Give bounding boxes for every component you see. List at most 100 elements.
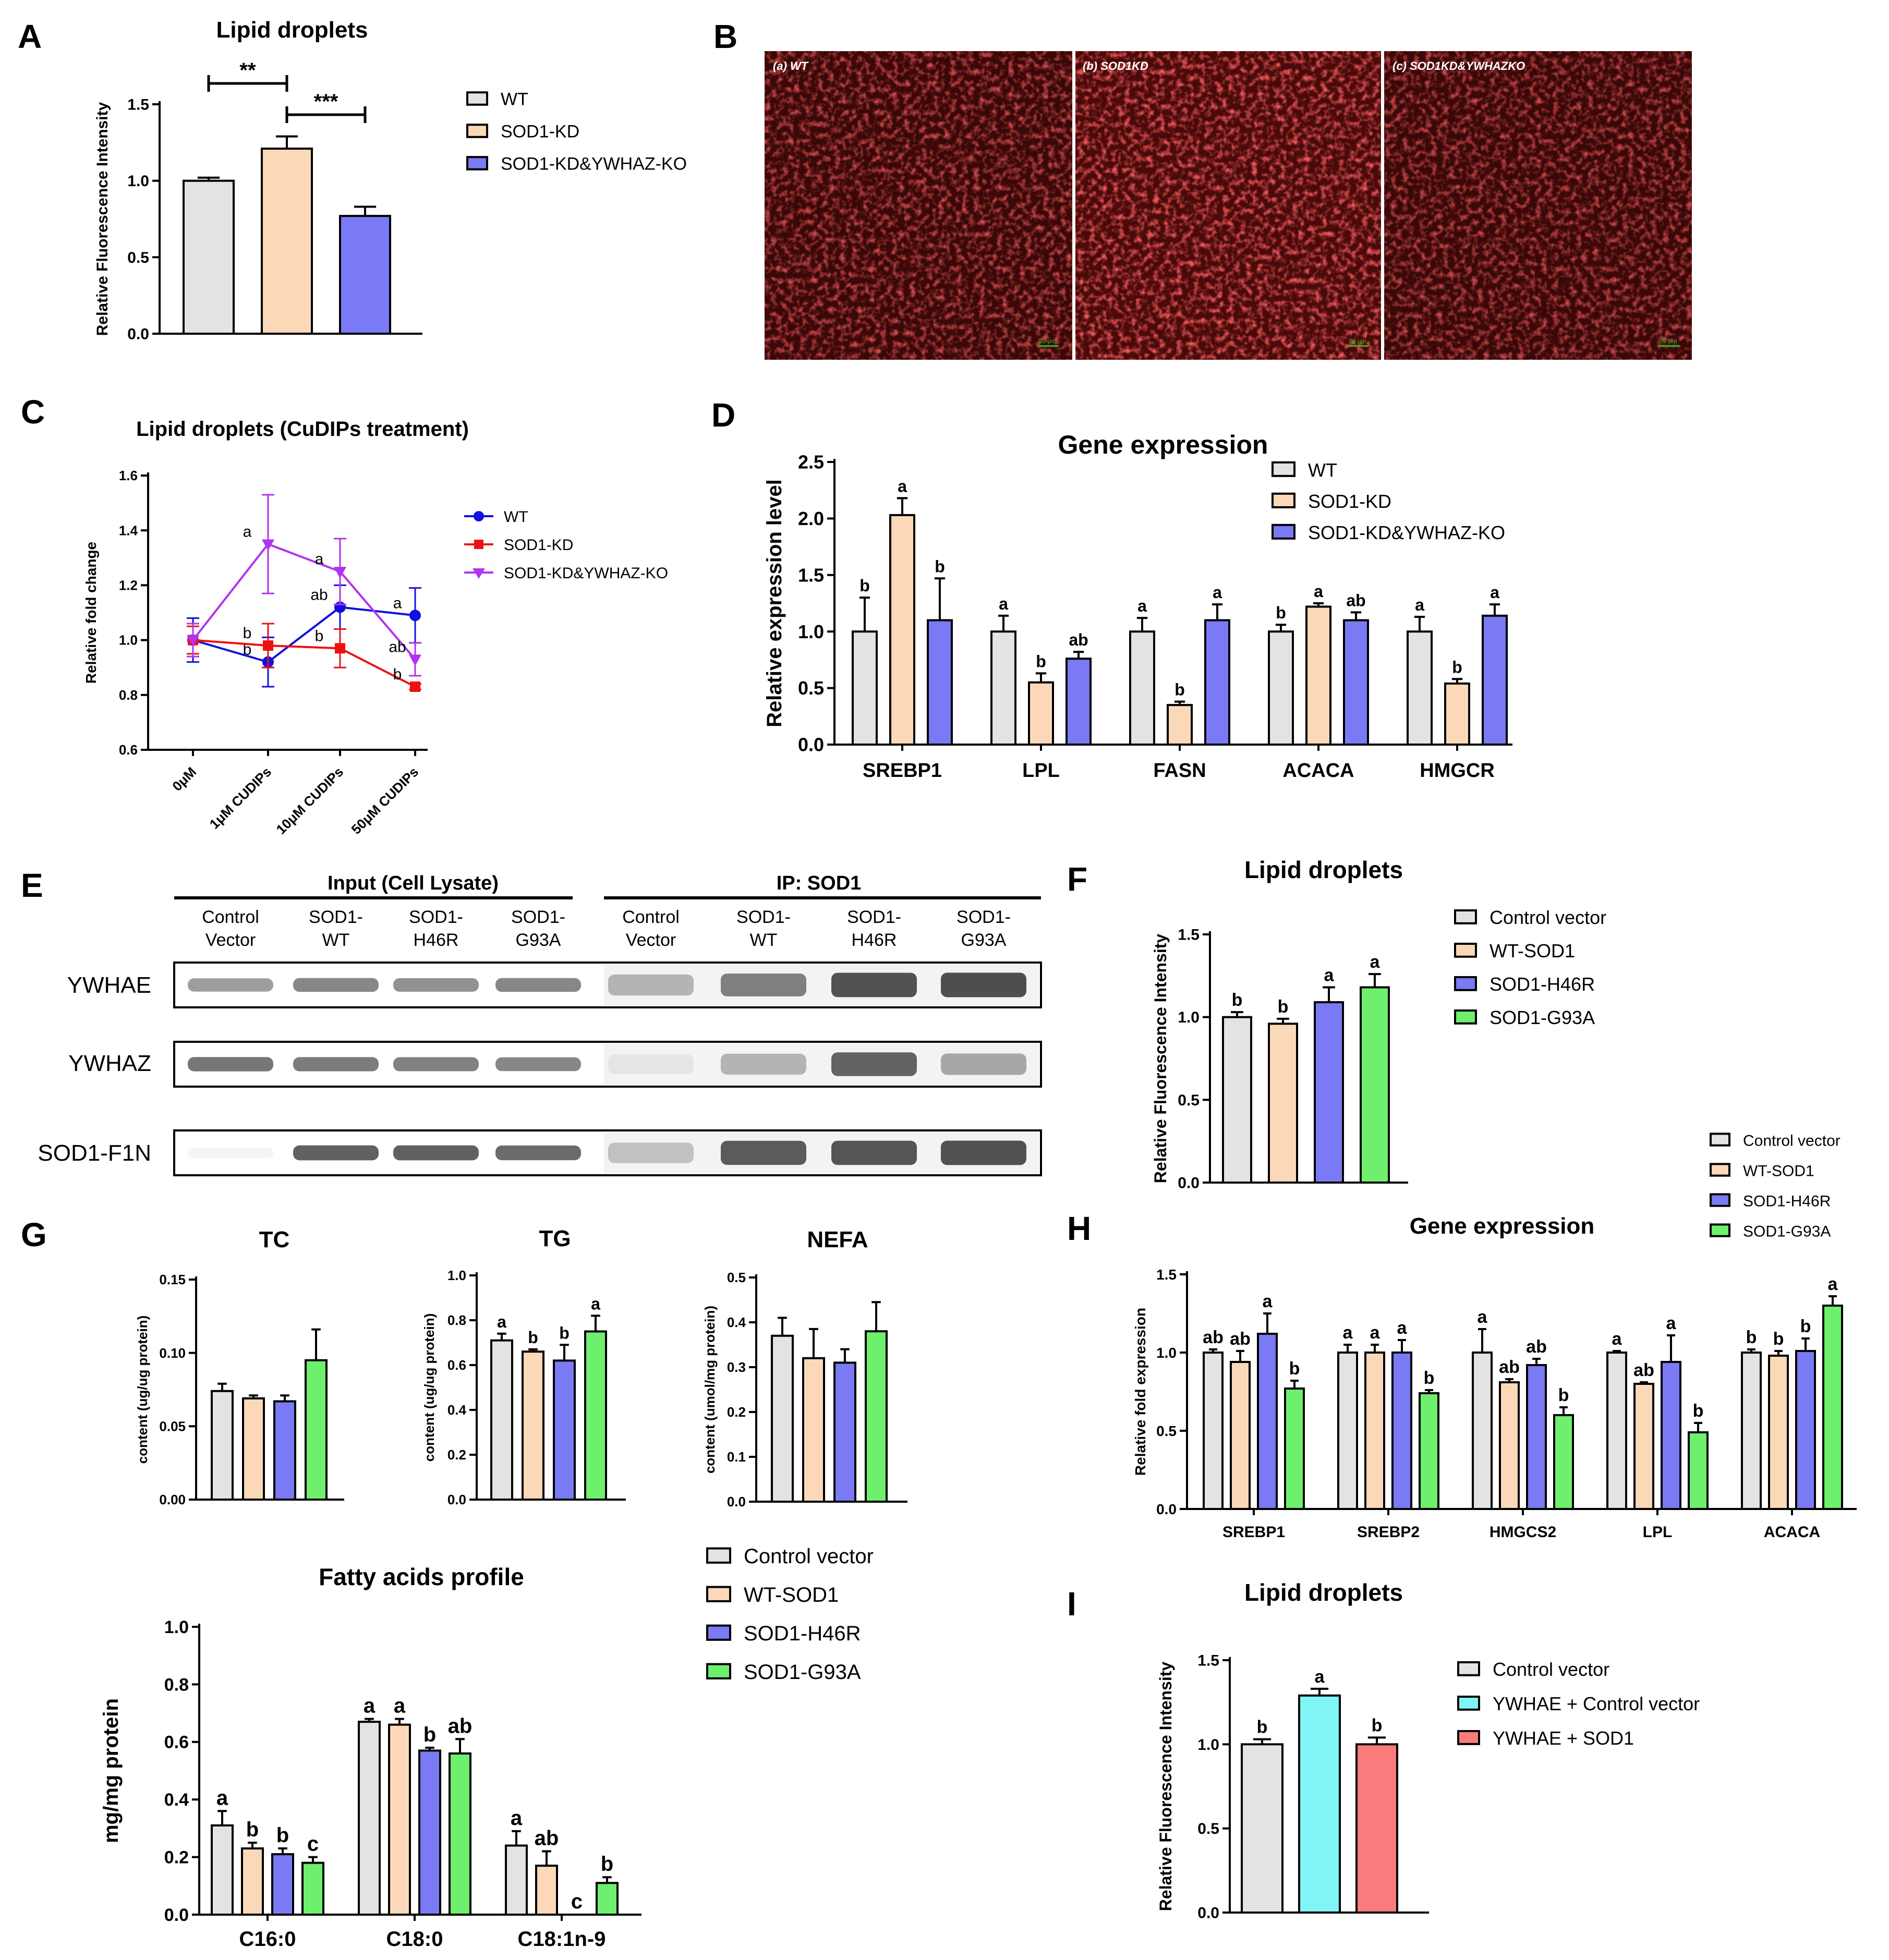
significance-letter: a xyxy=(999,594,1008,613)
legend-swatch xyxy=(706,1586,731,1602)
significance-letter: c xyxy=(307,1833,319,1856)
significance-letter: b xyxy=(423,1723,436,1746)
scale-bar-label: 20 μm xyxy=(1039,337,1057,345)
y-tick-label: 0.1 xyxy=(727,1449,746,1465)
significance-letter: ab xyxy=(535,1827,559,1850)
bar xyxy=(1633,1383,1654,1510)
bar xyxy=(990,630,1016,746)
bar xyxy=(1553,1414,1574,1510)
bar xyxy=(1222,1016,1252,1184)
y-tick-label: 0.4 xyxy=(164,1790,189,1810)
significance-letter: b xyxy=(246,1818,259,1841)
lane-label: WT xyxy=(750,930,778,950)
y-tick-label: 0.6 xyxy=(447,1357,466,1373)
y-tick-label: 1.0 xyxy=(1156,1345,1177,1361)
chart-g-tg: 0.0 0.2 0.4 0.6 0.8 1.0 content (ug/ug protein… xyxy=(421,1226,626,1507)
bar xyxy=(1768,1355,1789,1510)
significance-stars: *** xyxy=(314,90,338,113)
blot-row-label: YWHAZ xyxy=(68,1051,151,1076)
scale-bar xyxy=(1348,345,1369,347)
significance-letter: a xyxy=(1370,952,1381,972)
scale-bar xyxy=(1658,345,1679,347)
legend-swatch xyxy=(466,91,488,106)
legend-swatch xyxy=(1454,909,1477,924)
significance-letter: b xyxy=(315,627,324,644)
blot-band xyxy=(608,974,694,996)
chart-title: Lipid droplets xyxy=(1244,856,1403,883)
bar xyxy=(852,630,878,746)
bar xyxy=(927,619,953,746)
significance-letter: a xyxy=(1666,1313,1677,1333)
blot-band xyxy=(188,978,273,992)
bar xyxy=(1284,1387,1305,1510)
bar xyxy=(1444,682,1470,746)
bar xyxy=(522,1350,544,1501)
blot-band xyxy=(293,978,379,992)
x-tick-label: C18:1n-9 xyxy=(518,1928,606,1951)
bar xyxy=(490,1339,513,1501)
y-tick-label: 0.3 xyxy=(727,1359,746,1375)
panel-letter-d: D xyxy=(711,396,735,434)
legend-swatch xyxy=(1272,461,1295,477)
legend-swatch xyxy=(706,1547,731,1564)
legend-label: SOD1-H46R xyxy=(1490,973,1595,995)
bar xyxy=(1482,614,1508,746)
bar xyxy=(1314,1001,1344,1184)
bar xyxy=(1203,1352,1224,1510)
bar xyxy=(889,514,915,746)
bar xyxy=(802,1357,825,1503)
significance-letter: a xyxy=(1343,1323,1353,1343)
blot-band xyxy=(608,1054,694,1074)
bar xyxy=(305,1359,328,1501)
lane-label: SOD1- xyxy=(956,907,1011,927)
bar xyxy=(1343,619,1369,746)
micrograph-label: (c) SOD1KD&YWHAZKO xyxy=(1392,59,1525,72)
bar xyxy=(865,1330,888,1503)
y-tick-label: 0.15 xyxy=(159,1272,186,1287)
significance-letter: b xyxy=(935,557,945,576)
bar xyxy=(211,1390,234,1501)
blot-ip-background xyxy=(604,1044,1039,1085)
significance-letter: a xyxy=(1478,1307,1488,1327)
chart-title: NEFA xyxy=(807,1227,868,1252)
chart-title: Gene expression xyxy=(1058,430,1268,459)
y-tick-label: 1.6 xyxy=(119,468,138,483)
blot-band xyxy=(188,1057,273,1072)
y-tick-label: 1.4 xyxy=(119,522,138,538)
data-point xyxy=(409,610,421,622)
y-axis-label: Relative Fluorescence Intensity xyxy=(1156,1662,1175,1912)
significance-letter: b xyxy=(1278,997,1289,1017)
y-tick-label: 0.05 xyxy=(159,1418,186,1434)
bar xyxy=(1472,1352,1493,1510)
chart-i-lipid-droplets: 0.0 0.5 1.0 1.5 Relative Fluorescence Intens… xyxy=(1156,1579,1700,1922)
significance-letter: b xyxy=(1372,1715,1383,1735)
bar xyxy=(1129,630,1155,746)
y-tick-label: 1.5 xyxy=(1156,1267,1177,1283)
legend-label: SOD1-H46R xyxy=(1743,1193,1831,1210)
lane-label: Control xyxy=(202,907,259,927)
legend-label: Control vector xyxy=(1490,907,1606,928)
scale-bar-label: 20 μm xyxy=(1349,337,1366,345)
bar xyxy=(1795,1350,1816,1510)
legend-label: WT-SOD1 xyxy=(1743,1163,1814,1180)
significance-letter: a xyxy=(216,1786,228,1809)
bar xyxy=(1241,1743,1283,1914)
y-tick-label: 0.6 xyxy=(164,1733,189,1752)
legend-swatch xyxy=(1710,1193,1730,1207)
blot-band xyxy=(941,972,1026,997)
data-point xyxy=(262,539,274,551)
panel-letter-f: F xyxy=(1067,860,1087,898)
significance-letter: a xyxy=(394,1695,406,1718)
western-blot-panel: Input (Cell Lysate) IP: SOD1 Control Vector… xyxy=(38,872,1042,1176)
y-tick-label: 2.5 xyxy=(798,452,824,473)
bar xyxy=(211,1824,234,1916)
micrograph-sod1kd-ywhazko: (c) SOD1KD&YWHAZKO 20 μm xyxy=(1384,51,1692,360)
panel-letter-e: E xyxy=(21,867,43,904)
chart-title: Fatty acids profile xyxy=(319,1563,524,1590)
significance-letter: a xyxy=(1137,596,1147,615)
y-tick-label: 1.5 xyxy=(1178,927,1200,944)
legend-label: WT-SOD1 xyxy=(1490,940,1575,961)
y-tick-label: 1.5 xyxy=(798,564,824,586)
y-tick-label: 0.5 xyxy=(798,677,824,699)
